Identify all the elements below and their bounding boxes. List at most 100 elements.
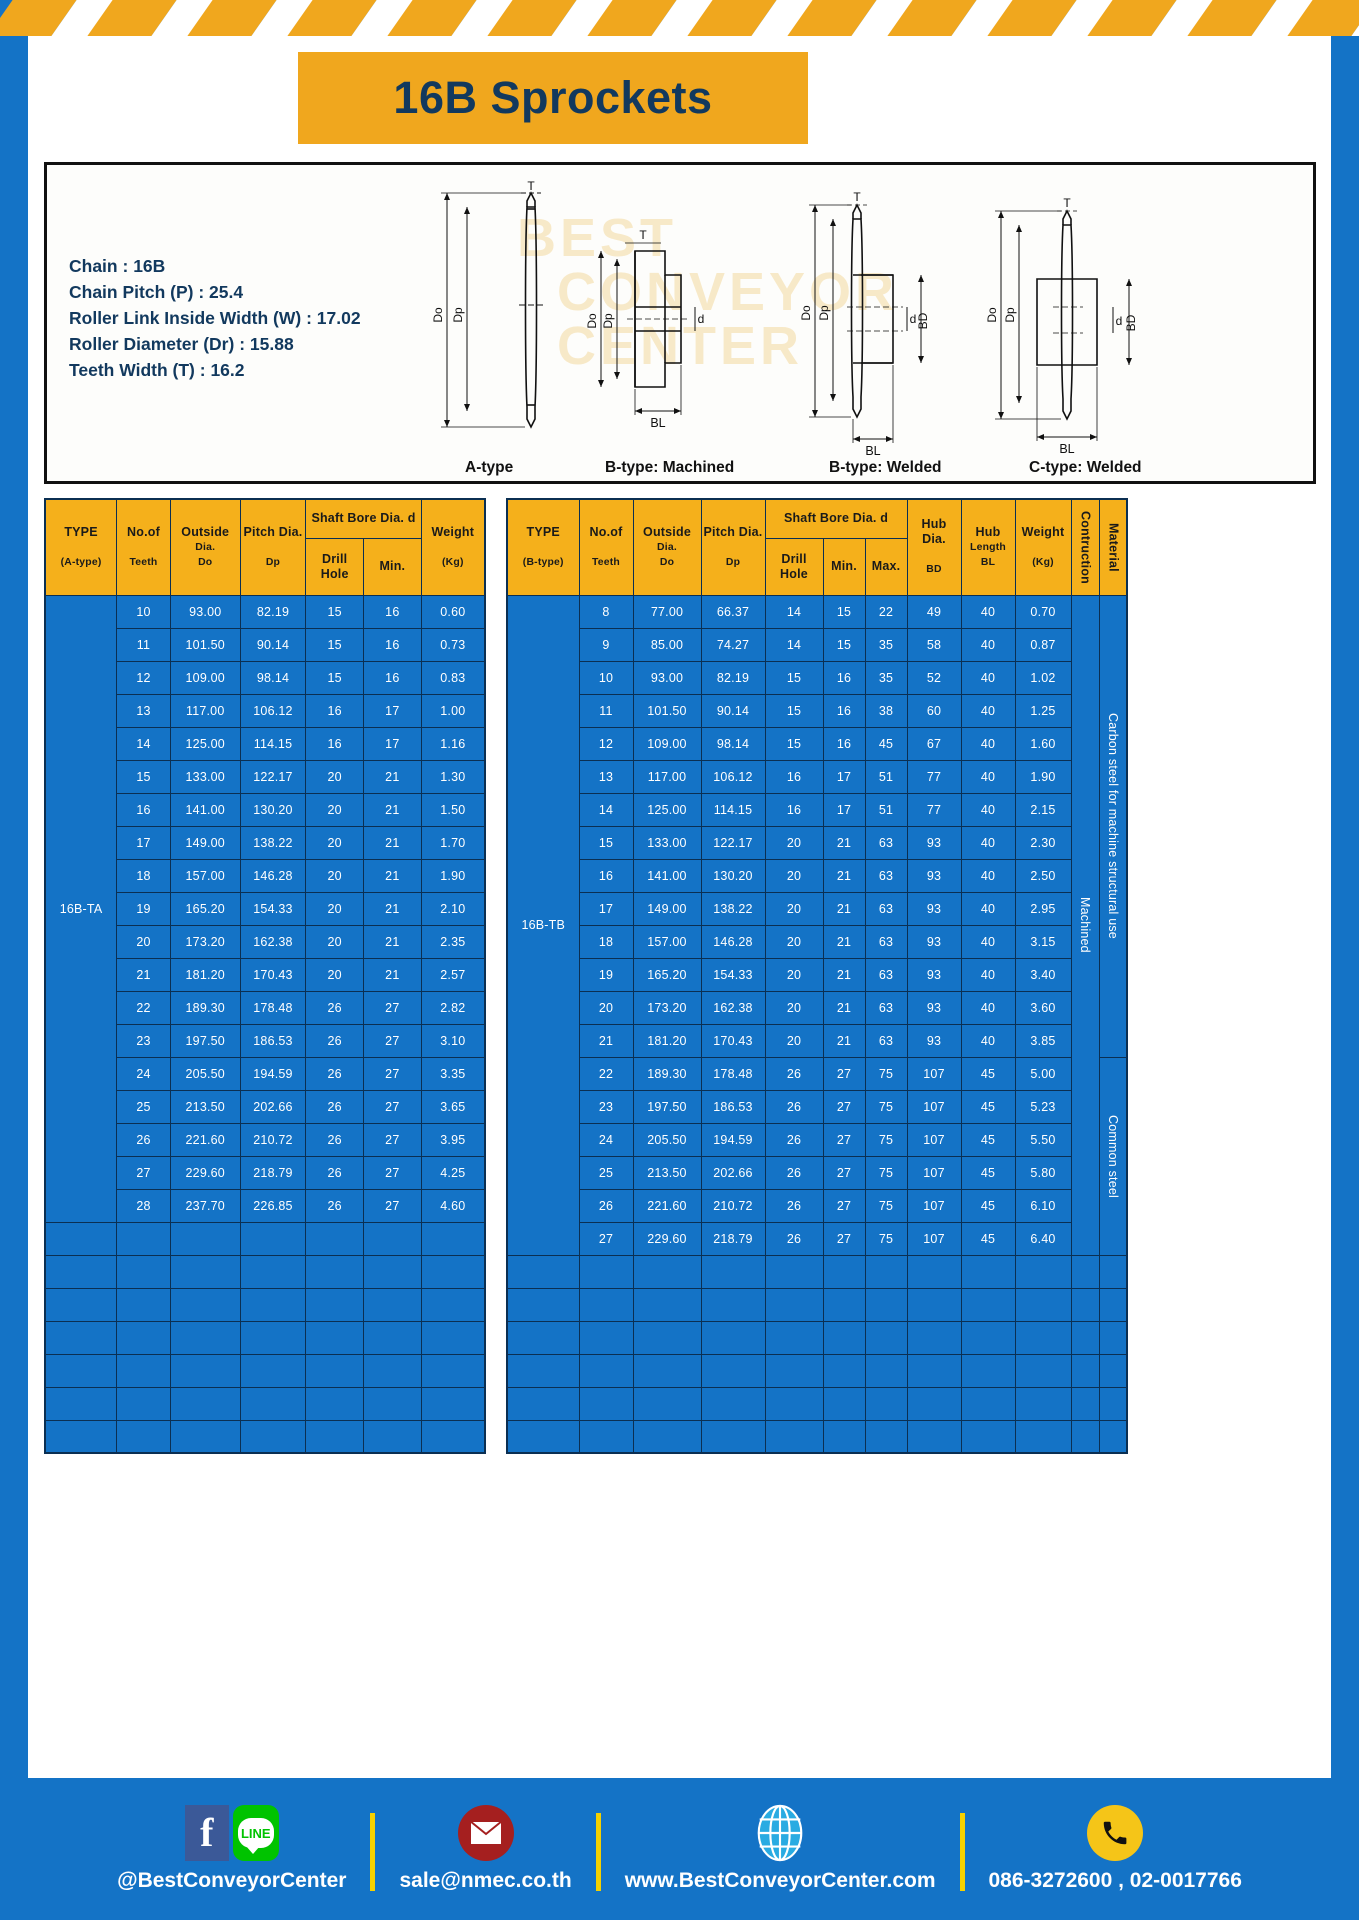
table-cell: 45	[960, 1089, 1016, 1124]
email-icon[interactable]	[457, 1805, 514, 1861]
table-row[interactable]: 20 173.20 162.38 20 21 63 93 40 3.60	[507, 990, 1127, 1025]
table-cell-empty	[44, 1254, 118, 1289]
table-header-row: TYPE (A-type) No.of Teeth Outside Dia. Do Pit…	[44, 498, 486, 596]
table-blank-row[interactable]	[44, 1254, 486, 1289]
table-cell-empty	[906, 1320, 962, 1355]
table-cell-empty	[506, 1287, 580, 1322]
table-cell: 40	[960, 924, 1016, 959]
table-blank-row[interactable]	[44, 1353, 486, 1388]
table-cell: 1.70	[420, 825, 486, 860]
table-cell: 15	[764, 726, 824, 761]
table-cell: 117.00	[632, 759, 702, 794]
col-max: Max.	[864, 537, 908, 596]
table-blank-row[interactable]	[506, 1254, 1128, 1289]
table-row[interactable]: 20 173.20 162.38 20 21 2.35	[45, 924, 486, 959]
table-row[interactable]: 25 213.50 202.66 26 27 3.65	[45, 1089, 486, 1124]
line-icon[interactable]: LINE	[232, 1805, 279, 1861]
table-row[interactable]: 11 101.50 90.14 15 16 0.73	[45, 627, 486, 662]
table-cell-empty	[960, 1254, 1016, 1289]
svg-text:Do: Do	[585, 313, 599, 329]
col-min: Min.	[822, 537, 866, 596]
table-row[interactable]: 24 205.50 194.59 26 27 75 107 45 5.50	[507, 1122, 1127, 1157]
website-url[interactable]: www.BestConveyorCenter.com	[624, 1869, 936, 1892]
table-blank-row[interactable]	[506, 1287, 1128, 1322]
table-row[interactable]: 21 181.20 170.43 20 21 2.57	[45, 957, 486, 992]
table-cell-empty	[420, 1287, 486, 1322]
table-blank-row[interactable]	[44, 1221, 486, 1256]
table-row[interactable]: 18 157.00 146.28 20 21 1.90	[45, 858, 486, 893]
table-cell: 186.53	[700, 1089, 766, 1124]
table-cell: 26	[764, 1056, 824, 1091]
table-blank-row[interactable]	[506, 1353, 1128, 1388]
table-row[interactable]: 22 189.30 178.48 26 27 2.82	[45, 990, 486, 1025]
table-row[interactable]: 14 125.00 114.15 16 17 1.16	[45, 726, 486, 761]
email-address[interactable]: sale@nmec.co.th	[399, 1869, 572, 1892]
table-row[interactable]: 18 157.00 146.28 20 21 63 93 40 3.15	[507, 924, 1127, 959]
phone-number[interactable]: 086-3272600 , 02-0017766	[988, 1869, 1242, 1892]
table-cell-empty	[578, 1287, 634, 1322]
footer-phone[interactable]: 086-3272600 , 02-0017766	[975, 1805, 1256, 1893]
table-cell: 52	[906, 660, 962, 695]
spec-label: Chain	[69, 256, 118, 276]
svg-text:Do: Do	[799, 305, 813, 321]
table-blank-row[interactable]	[506, 1320, 1128, 1355]
table-row[interactable]: 16 141.00 130.20 20 21 63 93 40 2.50	[507, 858, 1127, 893]
table-blank-row[interactable]	[44, 1287, 486, 1322]
spec-line: Roller Link Inside Width (W) : 17.02	[69, 305, 361, 331]
table-blank-row[interactable]	[506, 1419, 1128, 1454]
table-row[interactable]: 25 213.50 202.66 26 27 75 107 45 5.80	[507, 1155, 1127, 1190]
table-cell: 21	[822, 1023, 866, 1058]
social-handle[interactable]: @BestConveyorCenter	[117, 1869, 347, 1892]
table-blank-row[interactable]	[506, 1386, 1128, 1421]
table-row[interactable]: 13 117.00 106.12 16 17 51 77 40 1.90	[507, 759, 1127, 794]
table-row[interactable]: 23 197.50 186.53 26 27 3.10	[45, 1023, 486, 1058]
footer-social[interactable]: f LINE @BestConveyorCenter	[103, 1805, 360, 1893]
table-row[interactable]: 15 133.00 122.17 20 21 1.30	[45, 759, 486, 794]
globe-icon[interactable]	[751, 1804, 809, 1862]
phone-icon[interactable]	[1087, 1805, 1144, 1861]
table-row[interactable]: 21 181.20 170.43 20 21 63 93 40 3.85	[507, 1023, 1127, 1058]
table-blank-row[interactable]	[44, 1320, 486, 1355]
footer-website[interactable]: www.BestConveyorCenter.com	[611, 1804, 950, 1893]
table-cell-empty	[305, 1419, 365, 1454]
diagram-label-b-type-machined: B-type: Machined	[605, 459, 735, 476]
table-cell-empty	[1070, 1254, 1100, 1289]
table-cell-empty	[632, 1386, 702, 1421]
table-row[interactable]: 12 109.00 98.14 15 16 45 67 40 1.60	[507, 726, 1127, 761]
table-cell-empty	[305, 1320, 365, 1355]
table-blank-row[interactable]	[44, 1419, 486, 1454]
table-cell: 146.28	[700, 924, 766, 959]
table-cell-empty	[700, 1254, 766, 1289]
table-row[interactable]: 16 141.00 130.20 20 21 1.50	[45, 792, 486, 827]
table-row[interactable]: 17 149.00 138.22 20 21 63 93 40 2.95	[507, 891, 1127, 926]
table-cell-empty	[1014, 1386, 1072, 1421]
table-row[interactable]: 14 125.00 114.15 16 17 51 77 40 2.15	[507, 792, 1127, 827]
table-row[interactable]: 17 149.00 138.22 20 21 1.70	[45, 825, 486, 860]
table-row[interactable]: 28 237.70 226.85 26 27 4.60	[45, 1188, 486, 1223]
table-row[interactable]: 9 85.00 74.27 14 15 35 58 40 0.87	[507, 627, 1127, 662]
table-row[interactable]: 22 189.30 178.48 26 27 75 107 45 5.00 Common stee…	[507, 1056, 1128, 1256]
table-row[interactable]: 16B-TB 8 77.00 66.37 14 15 22 49 40 0.70 Machined C…	[506, 594, 1128, 1256]
table-row[interactable]: 27 229.60 218.79 26 27 4.25	[45, 1155, 486, 1190]
footer-email[interactable]: sale@nmec.co.th	[385, 1805, 585, 1893]
table-row[interactable]: 16B-TA 10 93.00 82.19 15 16 0.60	[44, 594, 486, 1223]
facebook-icon[interactable]: f	[184, 1805, 229, 1861]
table-row[interactable]: 23 197.50 186.53 26 27 75 107 45 5.23	[507, 1089, 1127, 1124]
table-row[interactable]: 11 101.50 90.14 15 16 38 60 40 1.25	[507, 693, 1127, 728]
table-cell: 40	[960, 825, 1016, 860]
table-row[interactable]: 13 117.00 106.12 16 17 1.00	[45, 693, 486, 728]
table-cell-empty	[764, 1287, 824, 1322]
table-row[interactable]: 26 221.60 210.72 26 27 3.95	[45, 1122, 486, 1157]
table-row[interactable]: 15 133.00 122.17 20 21 63 93 40 2.30	[507, 825, 1127, 860]
table-row[interactable]: 26 221.60 210.72 26 27 75 107 45 6.10	[507, 1188, 1127, 1223]
table-row[interactable]: 10 93.00 82.19 15 16 35 52 40 1.02	[507, 660, 1127, 695]
diagram-label-c-type-welded: C-type: Welded	[1029, 459, 1142, 476]
table-cell: 16	[363, 660, 422, 695]
table-row[interactable]: 19 165.20 154.33 20 21 2.10	[45, 891, 486, 926]
table-row[interactable]: 19 165.20 154.33 20 21 63 93 40 3.40	[507, 957, 1127, 992]
table-cell: 66.37	[700, 594, 766, 629]
table-row[interactable]: 27 229.60 218.79 26 27 75 107 45 6.40	[507, 1221, 1127, 1256]
table-cell: 106.12	[700, 759, 766, 794]
table-blank-row[interactable]	[44, 1386, 486, 1421]
table-cell: 165.20	[632, 957, 702, 992]
